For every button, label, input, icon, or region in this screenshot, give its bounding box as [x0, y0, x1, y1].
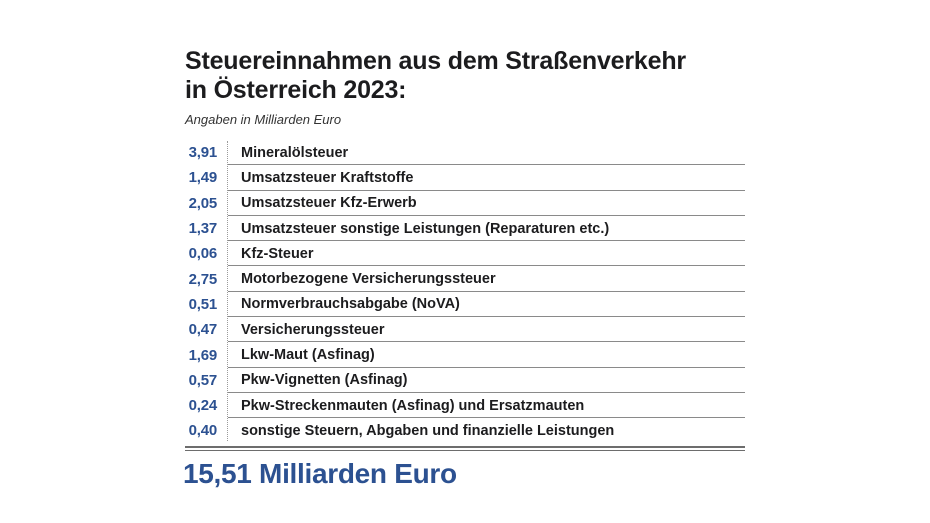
row-separator: [228, 265, 745, 267]
page-title: Steuereinnahmen aus dem Straßenverkehr i…: [185, 47, 785, 105]
row-separator: [228, 391, 745, 393]
title-line-2: in Österreich 2023:: [185, 76, 407, 104]
total-sum: 15,51 Milliarden Euro: [183, 458, 457, 489]
row-label: Normverbrauchsabgabe (NoVA): [241, 296, 460, 313]
row-separator: [228, 214, 745, 216]
table-row: 0,57 Pkw-Vignetten (Asfinag): [183, 368, 745, 393]
row-separator: [228, 290, 745, 292]
row-separator: [228, 240, 745, 242]
row-separator: [228, 164, 745, 166]
row-label: sonstige Steuern, Abgaben und finanziell…: [241, 422, 615, 439]
table-row: 2,75 Motorbezogene Versicherungssteuer: [183, 266, 745, 292]
table-row: 2,05 Umsatzsteuer Kfz-Erwerb: [183, 191, 745, 216]
row-value: 0,47: [188, 321, 218, 339]
row-separator: [228, 366, 745, 368]
total-double-rule: [185, 446, 745, 451]
row-value: 2,05: [188, 194, 218, 212]
tax-revenue-table: 3,91 Mineralölsteuer 1,49 Umsatzsteuer K…: [183, 140, 745, 444]
row-label: Mineralölsteuer: [241, 144, 349, 161]
subtitle: Angaben in Milliarden Euro: [185, 112, 342, 127]
row-value: 1,37: [188, 220, 218, 238]
table-row: 1,37 Umsatzsteuer sonstige Leistungen (R…: [183, 216, 745, 242]
row-label: Umsatzsteuer Kfz-Erwerb: [241, 195, 417, 212]
row-value: 3,91: [188, 144, 218, 162]
row-value: 1,69: [188, 346, 218, 364]
row-value: 0,51: [188, 295, 218, 313]
row-label: Pkw-Streckenmauten (Asfinag) und Ersatzm…: [241, 397, 585, 414]
row-label: Versicherungssteuer: [241, 321, 385, 338]
title-line-1: Steuereinnahmen aus dem Straßenverkehr: [185, 47, 686, 75]
table-row: 0,06 Kfz-Steuer: [183, 241, 745, 267]
table-row: 0,40 sonstige Steuern, Abgaben und finan…: [183, 418, 745, 443]
row-label: Motorbezogene Versicherungssteuer: [241, 271, 496, 288]
row-value: 1,49: [188, 169, 218, 187]
row-separator: [228, 189, 745, 191]
table-row: 0,47 Versicherungssteuer: [183, 317, 745, 343]
row-value: 0,40: [188, 422, 218, 440]
table-row: 0,51 Normverbrauchsabgabe (NoVA): [183, 292, 745, 318]
table-row: 1,49 Umsatzsteuer Kraftstoffe: [183, 165, 745, 191]
row-label: Lkw-Maut (Asfinag): [241, 347, 375, 364]
row-value: 0,24: [188, 397, 218, 415]
row-label: Pkw-Vignetten (Asfinag): [241, 372, 408, 389]
row-value: 0,06: [188, 245, 218, 263]
row-separator: [228, 341, 745, 343]
row-separator: [228, 316, 745, 318]
row-value: 2,75: [188, 270, 218, 288]
table-row: 1,69 Lkw-Maut (Asfinag): [183, 342, 745, 368]
row-separator: [228, 417, 745, 419]
row-value: 0,57: [188, 371, 218, 389]
table-row: 0,24 Pkw-Streckenmauten (Asfinag) und Er…: [183, 393, 745, 419]
row-label: Umsatzsteuer Kraftstoffe: [241, 169, 414, 186]
column-divider: [227, 141, 228, 441]
row-label: Umsatzsteuer sonstige Leistungen (Repara…: [241, 220, 610, 237]
table-row: 3,91 Mineralölsteuer: [183, 140, 745, 166]
row-label: Kfz-Steuer: [241, 245, 314, 262]
